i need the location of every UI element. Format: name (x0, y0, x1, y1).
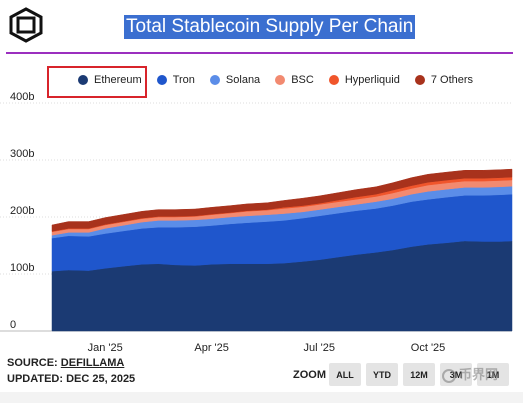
legend-item-hyperliquid[interactable]: Hyperliquid (328, 74, 400, 86)
legend-item-tron[interactable]: Tron (156, 74, 195, 86)
x-tick-label: Oct '25 (411, 342, 446, 354)
zoom-1m-button[interactable]: 1M (477, 363, 509, 386)
legend-swatch (209, 75, 220, 85)
legend-label: Solana (225, 74, 261, 86)
legend-item-others[interactable]: 7 Others (414, 74, 474, 86)
y-tick-label: 400b (10, 91, 34, 103)
zoom-label: ZOOM (293, 369, 326, 381)
y-tick-label: 300b (10, 148, 34, 160)
zoom-all-button[interactable]: ALL (329, 363, 361, 386)
zoom-12m-button[interactable]: 12M (403, 363, 435, 386)
updated-date: DEC 25, 2025 (66, 373, 136, 385)
zoom-ytd-button[interactable]: YTD (366, 363, 398, 386)
chart-title: Total Stablecoin Supply Per Chain (124, 15, 416, 39)
site-logo-icon (9, 7, 43, 43)
legend-label: Hyperliquid (344, 74, 400, 86)
y-tick-label: 0 (10, 319, 16, 331)
legend-swatch (78, 75, 88, 85)
area-series-7-others (51, 168, 513, 232)
x-tick-label: Apr '25 (194, 342, 229, 354)
source-line: SOURCE: DEFILLAMA (7, 357, 124, 369)
y-tick-label: 100b (10, 262, 34, 274)
legend-label: BSC (291, 74, 314, 86)
legend-swatch (328, 75, 339, 85)
legend-item-ethereum[interactable]: Ethereum (78, 74, 142, 86)
x-tick-label: Jan '25 (88, 342, 123, 354)
bottom-strip (0, 392, 523, 403)
legend-label: Ethereum (94, 74, 142, 86)
chart-legend: Ethereum Tron Solana BSC Hyperliquid 7 O… (78, 73, 488, 87)
legend-item-solana[interactable]: Solana (209, 74, 261, 86)
watermark-text: 币界网 (459, 367, 499, 382)
y-tick-label: 200b (10, 205, 34, 217)
updated-label: UPDATED: (7, 373, 64, 385)
watermark-icon (442, 368, 456, 383)
highlight-box (47, 66, 147, 98)
source-link[interactable]: DEFILLAMA (60, 357, 125, 369)
watermark: 币界网 (442, 364, 498, 383)
legend-swatch (414, 75, 425, 85)
legend-swatch (156, 75, 167, 85)
updated-line: UPDATED: DEC 25, 2025 (7, 373, 135, 385)
title-divider (6, 52, 513, 54)
legend-label: Tron (172, 74, 195, 86)
x-tick-label: Jul '25 (304, 342, 335, 354)
source-label: SOURCE: (7, 357, 58, 369)
legend-label: 7 Others (430, 74, 474, 86)
legend-swatch (275, 75, 286, 85)
legend-item-bsc[interactable]: BSC (275, 74, 314, 86)
